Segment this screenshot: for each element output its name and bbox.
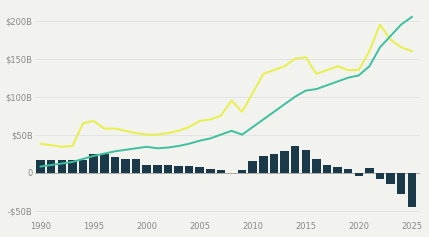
Bar [121,159,130,173]
Bar [132,159,140,173]
Bar [302,150,310,173]
Bar [47,160,55,173]
Bar [174,166,183,173]
Bar [206,169,214,173]
Bar [376,173,384,179]
Bar [163,165,172,173]
Bar [196,167,204,173]
Bar [323,165,331,173]
Bar [259,156,268,173]
Bar [185,166,193,173]
Bar [79,160,87,173]
Bar [354,173,363,176]
Bar [36,160,45,173]
Bar [397,173,405,194]
Bar [270,154,278,173]
Bar [248,161,257,173]
Bar [142,165,151,173]
Bar [312,159,320,173]
Bar [365,168,374,173]
Bar [344,169,352,173]
Bar [291,146,299,173]
Bar [217,170,225,173]
Bar [111,157,119,173]
Bar [68,160,77,173]
Bar [153,165,162,173]
Bar [57,160,66,173]
Bar [89,154,98,173]
Bar [333,167,342,173]
Bar [280,151,289,173]
Bar [100,154,109,173]
Bar [238,170,246,173]
Bar [408,173,416,207]
Bar [387,173,395,184]
